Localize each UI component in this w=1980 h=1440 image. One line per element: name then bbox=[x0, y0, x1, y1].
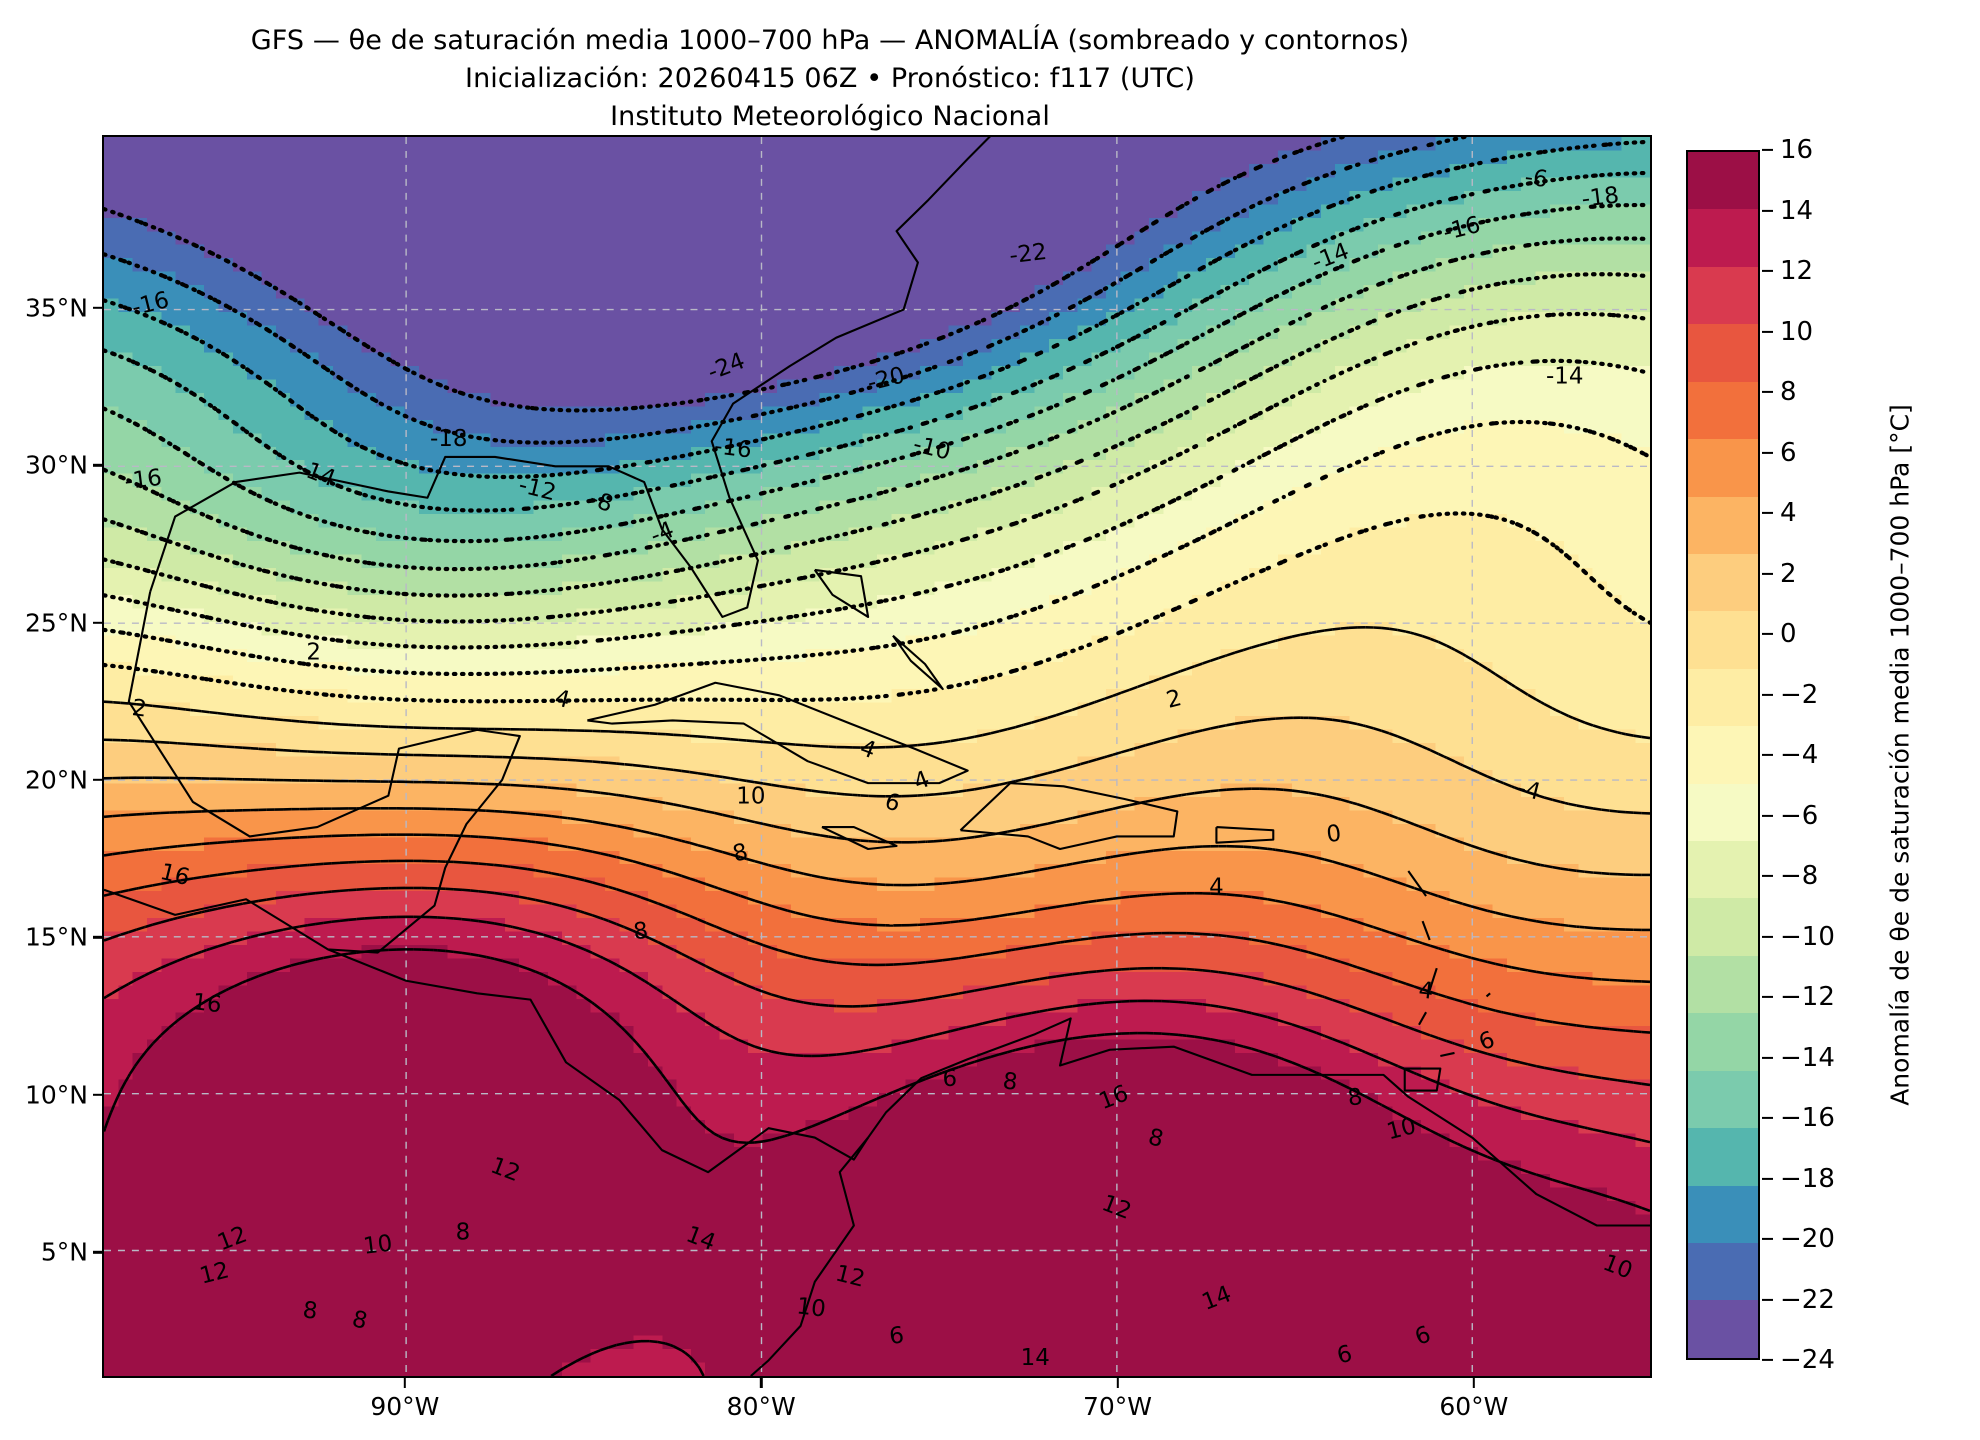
chart-title-block: GFS — θe de saturación media 1000–700 hP… bbox=[0, 22, 1660, 136]
colorbar-tick-label-12: −8 bbox=[1780, 861, 1819, 891]
x-tick-label-2: 70°W bbox=[1083, 1392, 1153, 1421]
colorbar-tick-mark bbox=[1762, 632, 1773, 636]
colorbar-tick-mark bbox=[1762, 995, 1773, 999]
colorbar-segment-11 bbox=[1688, 783, 1758, 842]
colorbar-tick-mark bbox=[1762, 1237, 1773, 1241]
shading-layer bbox=[104, 137, 1650, 1376]
colorbar-tick-label-18: −20 bbox=[1780, 1224, 1835, 1254]
x-tick-label-1: 80°W bbox=[726, 1392, 796, 1421]
colorbar-tick-mark bbox=[1762, 209, 1773, 212]
colorbar-segment-12 bbox=[1688, 841, 1758, 899]
colorbar-tick-label-4: 8 bbox=[1780, 377, 1797, 407]
colorbar-tick-mark bbox=[1762, 330, 1773, 333]
colorbar-tick-mark bbox=[1762, 753, 1773, 757]
contour-label-layer: -24 -20-22-18 -16 -10-14-14-16-18-14-6-12 -8… bbox=[123, 164, 1636, 1371]
colorbar-tick-label-9: −2 bbox=[1780, 679, 1819, 710]
y-tick-mark bbox=[93, 936, 103, 939]
colorbar-tick-label-17: −18 bbox=[1780, 1163, 1835, 1194]
y-tick-label-1: 30°N bbox=[24, 450, 88, 480]
colorbar-tick-mark bbox=[1762, 148, 1773, 152]
colorbar-tick-mark bbox=[1762, 1358, 1773, 1362]
y-tick-label-5: 10°N bbox=[24, 1080, 88, 1110]
colorbar-tick-mark bbox=[1762, 451, 1773, 454]
x-tick-mark bbox=[759, 1378, 763, 1388]
colorbar-tick-mark bbox=[1762, 935, 1773, 938]
x-tick-mark bbox=[1116, 1378, 1119, 1388]
colorbar-segment-13 bbox=[1688, 898, 1758, 956]
colorbar-tick-mark bbox=[1762, 814, 1773, 817]
colorbar-segment-17 bbox=[1688, 1128, 1758, 1186]
colorbar-tick-mark bbox=[1762, 693, 1773, 696]
colorbar-segment-4 bbox=[1688, 381, 1758, 440]
colorbar-tick-label-15: −14 bbox=[1780, 1042, 1835, 1073]
colorbar-tick-label-6: 4 bbox=[1780, 498, 1797, 528]
colorbar-segment-20 bbox=[1688, 1300, 1758, 1358]
colorbar-tick-label-20: −24 bbox=[1780, 1345, 1835, 1375]
colorbar-tick-label-19: −22 bbox=[1780, 1284, 1835, 1315]
colorbar-tick-mark bbox=[1762, 1116, 1773, 1120]
y-tick-label-3: 20°N bbox=[24, 765, 88, 795]
x-tick-mark bbox=[1472, 1378, 1476, 1388]
colorbar-tick-mark bbox=[1762, 1298, 1773, 1301]
colorbar-tick-mark bbox=[1762, 511, 1773, 515]
y-tick-mark bbox=[93, 306, 103, 310]
x-tick-mark bbox=[403, 1378, 407, 1388]
colorbar-tick-label-5: 6 bbox=[1780, 437, 1797, 468]
map-canvas: -24 -20-22-18 -16 -10-14-14-16-18-14-6-12 -8… bbox=[104, 137, 1650, 1376]
colorbar-tick-mark bbox=[1762, 1177, 1773, 1180]
y-tick-mark bbox=[93, 621, 103, 624]
y-tick-mark bbox=[93, 464, 103, 467]
map-plot-area[interactable]: -24 -20 -22 -18 -16 -10 -14 -14 -16 -18 -14 -6 -12 -8… bbox=[102, 135, 1652, 1378]
y-tick-label-6: 5°N bbox=[40, 1237, 88, 1267]
colorbar-segment-8 bbox=[1688, 611, 1758, 669]
colorbar-segment-15 bbox=[1688, 1013, 1758, 1071]
colorbar-segment-2 bbox=[1688, 266, 1758, 325]
colorbar-segment-5 bbox=[1688, 439, 1758, 497]
colorbar-tick-label-2: 12 bbox=[1780, 256, 1814, 286]
x-tick-label-3: 60°W bbox=[1439, 1392, 1509, 1421]
colorbar-segment-18 bbox=[1688, 1185, 1758, 1244]
colorbar-tick-mark bbox=[1762, 390, 1773, 394]
colorbar-tick-label-1: 14 bbox=[1780, 195, 1814, 226]
colorbar-tick-mark bbox=[1762, 572, 1773, 575]
colorbar-segment-10 bbox=[1688, 726, 1758, 784]
page-title: GFS — θe de saturación media 1000–700 hP… bbox=[250, 25, 1410, 56]
y-tick-label-4: 15°N bbox=[24, 922, 88, 952]
colorbar-tick-label-10: −4 bbox=[1780, 740, 1819, 770]
colorbar-tick-label-3: 10 bbox=[1780, 316, 1814, 347]
colorbar-tick-label-8: 0 bbox=[1780, 619, 1797, 649]
colorbar-segment-7 bbox=[1688, 553, 1758, 612]
colorbar-segment-6 bbox=[1688, 496, 1758, 554]
colorbar-tick-label-11: −6 bbox=[1780, 800, 1819, 831]
chart-subtitle-init: Inicialización: 20260415 06Z • Pronóstic… bbox=[465, 63, 1195, 94]
y-tick-mark bbox=[93, 1093, 103, 1096]
y-tick-label-2: 25°N bbox=[24, 608, 88, 638]
colorbar-segment-9 bbox=[1688, 668, 1758, 727]
colorbar-tick-label-16: −16 bbox=[1780, 1103, 1835, 1133]
colorbar-tick-mark bbox=[1762, 874, 1773, 878]
colorbar-segment-0 bbox=[1688, 152, 1758, 210]
colorbar-segment-3 bbox=[1688, 324, 1758, 382]
colorbar-segment-14 bbox=[1688, 955, 1758, 1014]
colorbar-segment-19 bbox=[1688, 1243, 1758, 1301]
colorbar-label: Anomalía de θe de saturación media 1000–… bbox=[1885, 404, 1915, 1106]
colorbar-tick-mark bbox=[1762, 269, 1773, 273]
y-tick-mark bbox=[93, 1250, 103, 1254]
colorbar-segment-16 bbox=[1688, 1070, 1758, 1129]
colorbar-segment-1 bbox=[1688, 209, 1758, 267]
colorbar-tick-label-13: −10 bbox=[1780, 921, 1835, 952]
colorbar[interactable] bbox=[1686, 150, 1760, 1360]
colorbar-tick-label-14: −12 bbox=[1780, 982, 1835, 1012]
chart-subtitle-org: Instituto Meteorológico Nacional bbox=[610, 101, 1050, 132]
colorbar-tick-mark bbox=[1762, 1056, 1773, 1059]
colorbar-tick-label-0: 16 bbox=[1780, 135, 1814, 165]
y-tick-label-0: 35°N bbox=[24, 293, 88, 323]
x-tick-label-0: 90°W bbox=[370, 1392, 440, 1421]
y-tick-mark bbox=[93, 778, 103, 782]
contour-layer bbox=[104, 137, 1650, 1376]
colorbar-tick-label-7: 2 bbox=[1780, 558, 1797, 589]
